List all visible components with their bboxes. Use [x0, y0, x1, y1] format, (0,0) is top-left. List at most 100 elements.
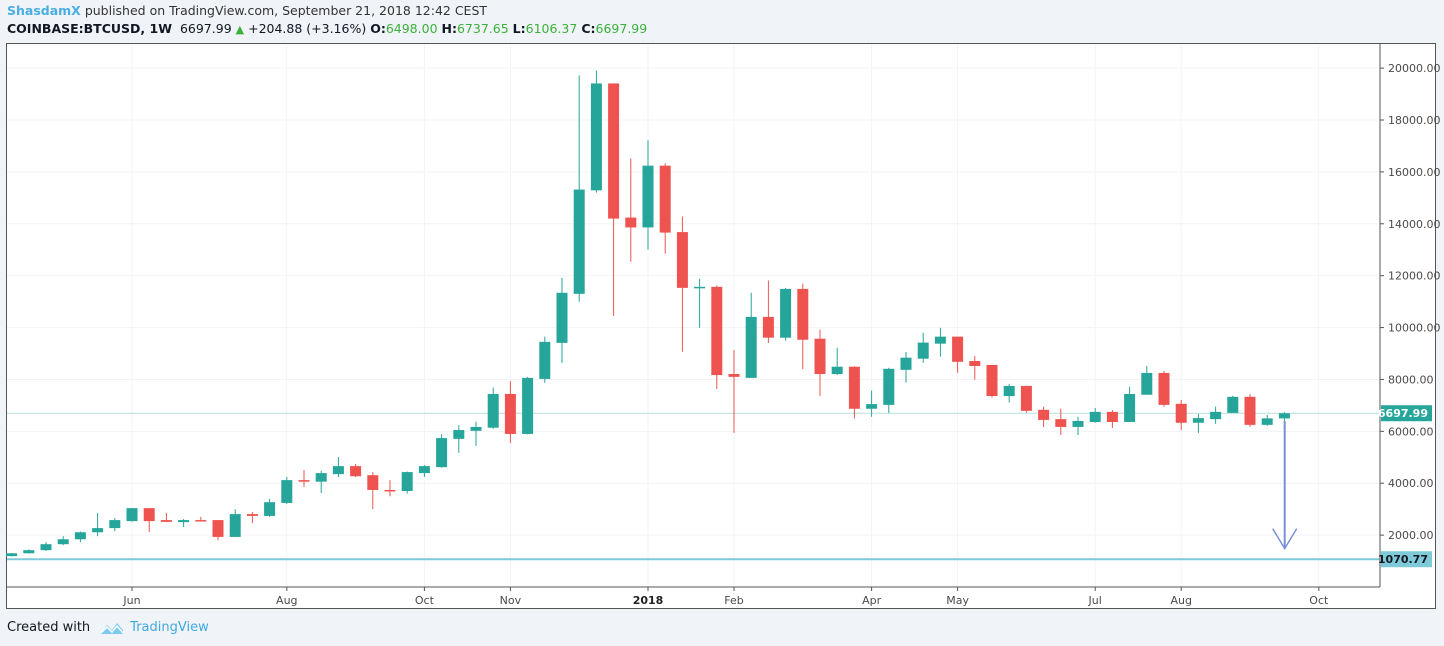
- x-tick-label: Jun: [122, 594, 140, 607]
- footer: Created with TradingView: [7, 620, 209, 635]
- candle-body-up: [1210, 411, 1222, 420]
- candle-body-up: [900, 357, 912, 370]
- open-label: O:: [370, 21, 386, 36]
- low-value: 6106.37: [525, 21, 578, 36]
- y-tick-label: 20000.00: [1388, 62, 1441, 75]
- candle-body-up: [74, 532, 86, 540]
- candle-body-down: [212, 520, 224, 537]
- x-tick-label: Nov: [500, 594, 522, 607]
- candle-body-down: [711, 286, 723, 376]
- y-tick-label: 18000.00: [1388, 114, 1441, 127]
- candle-body-up: [418, 466, 430, 474]
- candle-body-up: [780, 288, 792, 338]
- candle-body-down: [659, 165, 671, 233]
- open-value: 6498.00: [385, 21, 438, 36]
- last-price: 6697.99: [179, 21, 232, 36]
- candle-body-up: [831, 366, 843, 375]
- arrow-head-icon: [1272, 528, 1298, 551]
- candle-body-down: [1106, 411, 1118, 422]
- candle-body-up: [315, 473, 327, 482]
- candle-body-up: [883, 368, 895, 405]
- candle-body-up: [453, 430, 465, 439]
- candle-body-up: [332, 466, 344, 475]
- candle-body-up: [590, 83, 602, 191]
- high-label: H:: [441, 21, 457, 36]
- price-change: +204.88 (+3.16%): [248, 21, 367, 36]
- candle-body-up: [556, 292, 568, 343]
- candle-body-up: [126, 508, 138, 522]
- candle-body-up: [1124, 393, 1136, 422]
- x-tick-label: Aug: [276, 594, 297, 607]
- x-tick-label: Jul: [1088, 594, 1102, 607]
- candle-body-down: [986, 364, 998, 397]
- candle-body-down: [1020, 385, 1032, 411]
- candle-body-up: [470, 426, 482, 431]
- candle-body-down: [625, 217, 637, 228]
- candle-body-up: [866, 404, 878, 409]
- candle-body-up: [573, 189, 585, 294]
- candle-body-up: [1192, 418, 1204, 423]
- candle-body-up: [23, 550, 35, 554]
- candle-body-down: [969, 361, 981, 366]
- x-tick-label: Oct: [1309, 594, 1329, 607]
- candle-body-up: [694, 286, 706, 289]
- high-value: 6737.65: [456, 21, 509, 36]
- candle-body-up: [487, 393, 499, 428]
- tradingview-link[interactable]: TradingView: [130, 620, 209, 635]
- candle-body-up: [1227, 396, 1239, 413]
- candle-body-down: [1175, 403, 1187, 423]
- candle-body-down: [504, 393, 516, 434]
- candle-body-down: [1038, 409, 1050, 420]
- x-tick-label: Oct: [415, 594, 435, 607]
- candle-body-down: [952, 336, 964, 362]
- support-price-label: 1070.77: [1378, 553, 1428, 566]
- candle-body-up: [1278, 413, 1290, 419]
- last-price-label: 6697.99: [1378, 407, 1428, 420]
- y-tick-label: 8000.00: [1388, 373, 1434, 386]
- y-tick-label: 2000.00: [1388, 529, 1434, 542]
- candle-body-down: [195, 520, 207, 522]
- candle-body-up: [522, 377, 534, 434]
- candle-body-up: [745, 316, 757, 378]
- x-tick-label: 2018: [633, 594, 664, 607]
- y-tick-label: 10000.00: [1388, 322, 1441, 335]
- tradingview-logo-icon: [100, 622, 124, 634]
- candle-body-down: [143, 508, 155, 522]
- candle-body-down: [367, 475, 379, 490]
- candle-body-up: [6, 553, 18, 557]
- candle-body-up: [178, 520, 190, 523]
- y-tick-label: 16000.00: [1388, 166, 1441, 179]
- candle-body-down: [1055, 419, 1067, 427]
- candle-body-up: [642, 165, 654, 228]
- author-link[interactable]: ShasdamX: [7, 3, 81, 18]
- candle-body-down: [676, 232, 688, 288]
- candle-body-up: [281, 480, 293, 503]
- candle-body-up: [109, 520, 121, 529]
- candle-body-down: [728, 374, 740, 377]
- close-label: C:: [581, 21, 596, 36]
- symbol-legend: COINBASE:BTCUSD, 1W 6697.99 ▲ +204.88 (+…: [7, 21, 647, 36]
- candle-body-down: [384, 489, 396, 492]
- candle-body-up: [1003, 385, 1015, 397]
- y-tick-label: 6000.00: [1388, 425, 1434, 438]
- candle-body-up: [264, 502, 276, 516]
- candle-body-up: [57, 539, 69, 545]
- candle-body-up: [92, 528, 104, 533]
- candle-body-up: [1089, 411, 1101, 422]
- candle-body-up: [436, 438, 448, 468]
- candle-body-up: [917, 342, 929, 359]
- candle-body-up: [40, 544, 52, 551]
- candle-body-up: [1261, 418, 1273, 425]
- candle-body-down: [1244, 396, 1256, 425]
- publish-info: ShasdamX published on TradingView.com, S…: [7, 3, 487, 18]
- created-with-text: Created with: [7, 620, 91, 635]
- close-value: 6697.99: [595, 21, 648, 36]
- x-tick-label: Aug: [1170, 594, 1191, 607]
- candle-body-up: [1141, 372, 1153, 395]
- candle-body-up: [1072, 420, 1084, 427]
- x-tick-label: May: [946, 594, 969, 607]
- x-tick-label: Apr: [862, 594, 882, 607]
- candle-body-down: [350, 466, 362, 477]
- candle-body-down: [298, 480, 310, 482]
